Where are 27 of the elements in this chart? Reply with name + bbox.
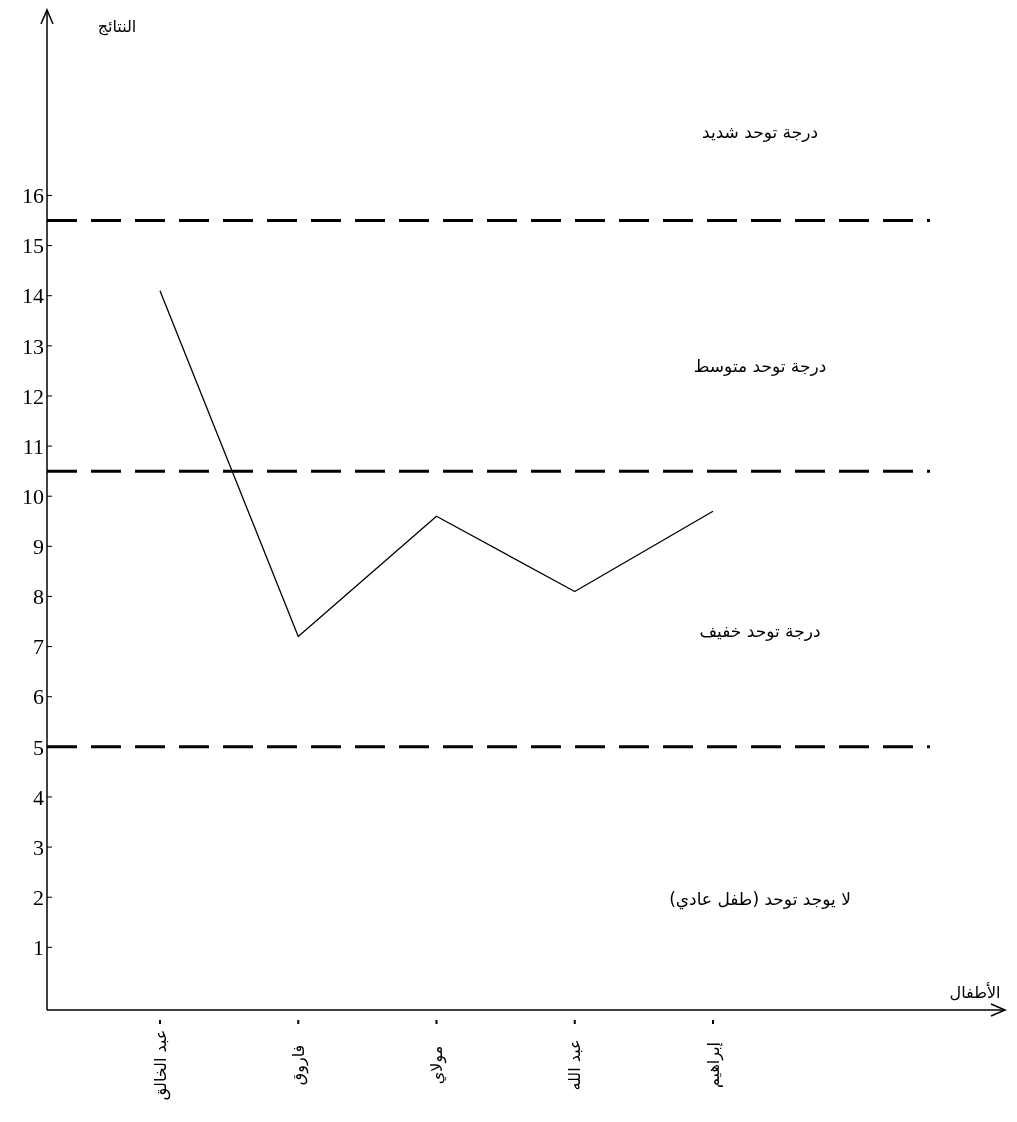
- x-tick-label: فاروق: [288, 1044, 309, 1086]
- y-tick-label: 16: [22, 183, 44, 209]
- y-tick-label: 15: [22, 233, 44, 259]
- y-tick-label: 2: [33, 884, 44, 910]
- annotation: درجة توحد خفيف: [699, 621, 821, 641]
- y-tick-label: 7: [33, 634, 44, 660]
- y-tick-label: 6: [33, 684, 44, 710]
- text: الأطفال: [949, 982, 1001, 1002]
- y-tick-label: 1: [33, 935, 44, 961]
- x-tick-label: عبد الله: [565, 1039, 585, 1091]
- annotation: لا يوجد توحد (طفل عادي): [669, 889, 851, 911]
- y-tick-label: 5: [33, 734, 44, 760]
- y-tick-label: 9: [33, 534, 44, 560]
- y-axis-title: النتائج: [97, 17, 137, 36]
- annotation: درجة توحد متوسط: [693, 355, 827, 376]
- annotation: درجة توحد شديد: [702, 122, 818, 143]
- y-tick-label: 14: [22, 283, 44, 309]
- y-tick-label: 10: [22, 483, 44, 509]
- y-tick-label: 12: [22, 383, 44, 409]
- y-tick-label: 3: [33, 834, 44, 860]
- y-tick-label: 11: [22, 433, 44, 459]
- y-tick-label: 4: [33, 784, 44, 810]
- x-tick-label: عبد الخالق: [150, 1029, 171, 1101]
- x-tick-label: إبراهيم: [703, 1041, 724, 1089]
- y-tick-label: 8: [33, 584, 44, 610]
- y-tick-label: 13: [22, 333, 44, 359]
- x-tick-label: مولاي: [427, 1045, 448, 1085]
